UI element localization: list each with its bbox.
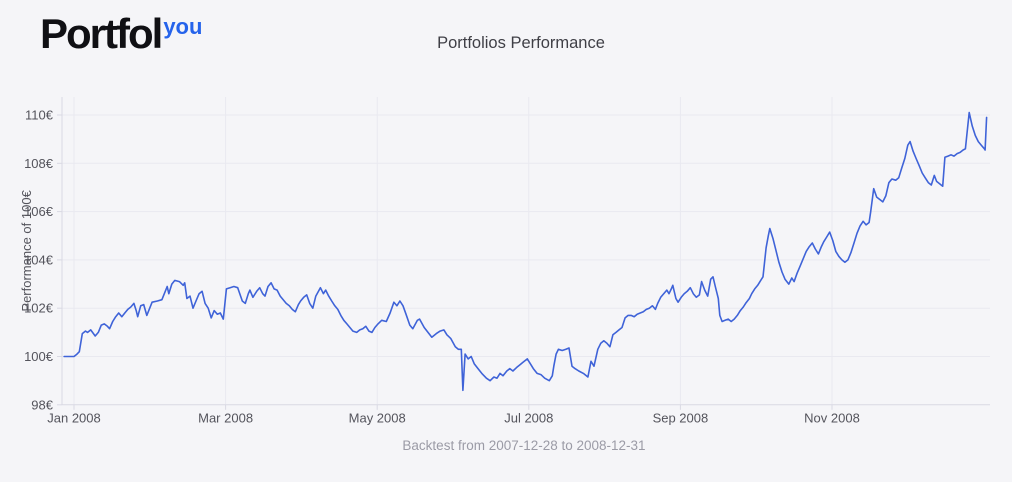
y-tick-label: 106€ [24, 204, 54, 219]
y-tick-label: 102€ [24, 301, 54, 316]
y-tick-label: 98€ [31, 397, 53, 412]
y-tick-label: 108€ [24, 156, 54, 171]
x-tick-label: Nov 2008 [804, 410, 860, 425]
y-tick-label: 100€ [24, 349, 54, 364]
brand-logo[interactable]: Portfolyou [40, 10, 202, 58]
y-tick-label: 104€ [24, 252, 54, 267]
backtest-caption: Backtest from 2007-12-28 to 2008-12-31 [402, 438, 646, 453]
y-tick-label: 110€ [25, 108, 54, 123]
brand-logo-sup: you [163, 14, 203, 39]
chart-title: Portfolios Performance [437, 34, 605, 52]
x-tick-label: Jul 2008 [504, 410, 553, 425]
x-tick-label: Mar 2008 [198, 410, 253, 425]
x-tick-label: Sep 2008 [653, 410, 709, 425]
series-line-portfolio-performance[interactable] [63, 111, 988, 392]
x-tick-label: Jan 2008 [47, 410, 101, 425]
x-tick-label: May 2008 [349, 410, 406, 425]
y-axis-title: Performance of 100€ [19, 189, 34, 311]
brand-logo-main: Portfol [40, 10, 163, 57]
